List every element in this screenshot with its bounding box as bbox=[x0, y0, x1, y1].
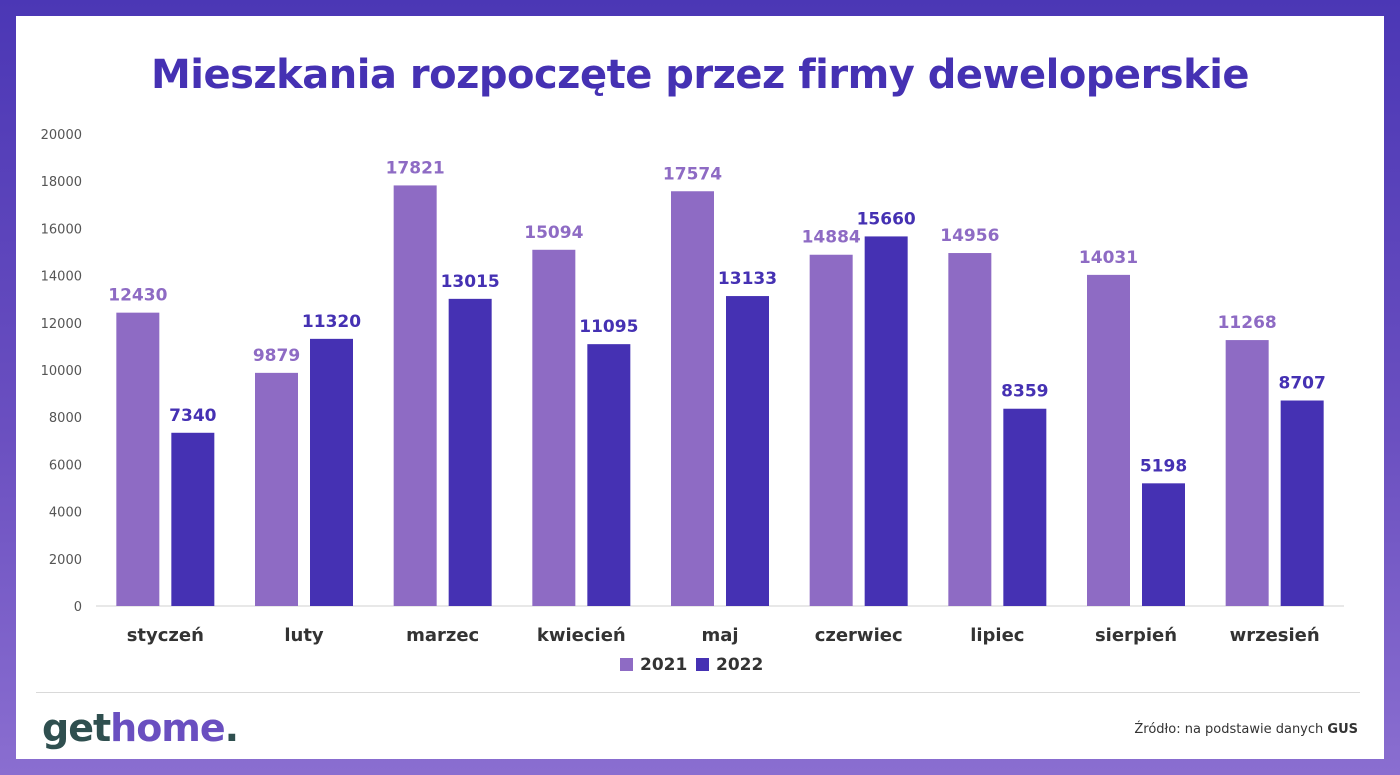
data-label-2021: 9879 bbox=[253, 346, 300, 366]
data-label-2022: 5198 bbox=[1140, 456, 1187, 476]
category-label: luty bbox=[284, 625, 324, 646]
bar-2021 bbox=[948, 253, 992, 607]
data-label-2022: 13133 bbox=[718, 269, 777, 289]
bar-chart: 0 2000 4000 6000 8000 10000 12000 14000 16000 180… bbox=[41, 128, 1344, 675]
data-label-2022: 8359 bbox=[1001, 382, 1048, 402]
y-tick-label: 16000 bbox=[41, 222, 82, 237]
bar-2022 bbox=[587, 344, 631, 606]
data-label-2021: 14956 bbox=[940, 226, 999, 246]
data-label-2021: 14884 bbox=[802, 228, 861, 248]
data-label-2022: 11320 bbox=[302, 312, 361, 332]
category-label: wrzesień bbox=[1230, 625, 1320, 646]
y-tick-label: 6000 bbox=[49, 458, 82, 473]
bar-2021 bbox=[116, 312, 160, 606]
legend-label-2022: 2022 bbox=[716, 655, 763, 675]
source-note: Źródło: na podstawie danych GUS bbox=[1134, 722, 1358, 737]
bar-2021 bbox=[532, 249, 576, 606]
legend-swatch-2021 bbox=[620, 658, 633, 671]
bar-2021 bbox=[1225, 340, 1269, 606]
footer-divider bbox=[36, 692, 1360, 693]
category-label: marzec bbox=[406, 625, 479, 646]
y-tick-label: 18000 bbox=[41, 175, 82, 190]
data-label-2021: 12430 bbox=[108, 286, 167, 306]
y-tick-label: 4000 bbox=[49, 506, 82, 521]
y-tick-label: 20000 bbox=[41, 128, 82, 143]
category-label: czerwiec bbox=[815, 625, 903, 646]
bar-2021 bbox=[393, 185, 437, 607]
legend-swatch-2022 bbox=[696, 658, 709, 671]
data-label-2021: 17574 bbox=[663, 164, 722, 184]
y-tick-label: 2000 bbox=[49, 553, 82, 568]
category-label: kwiecień bbox=[537, 625, 626, 646]
bar-2022 bbox=[726, 296, 769, 606]
bar-2022 bbox=[1280, 400, 1324, 606]
chart-card: Mieszkania rozpoczęte przez firmy dewelo… bbox=[16, 16, 1384, 759]
chart-title: Mieszkania rozpoczęte przez firmy dewelo… bbox=[150, 52, 1250, 98]
data-label-2021: 17821 bbox=[386, 158, 445, 178]
data-label-2022: 13015 bbox=[441, 272, 500, 292]
bar-2021 bbox=[255, 372, 298, 606]
y-tick-label: 10000 bbox=[41, 364, 82, 379]
data-label-2022: 11095 bbox=[579, 317, 638, 337]
gethome-logo: gethome. bbox=[42, 706, 239, 750]
source-name: GUS bbox=[1327, 722, 1358, 737]
bar-2022 bbox=[864, 236, 908, 606]
bar-2022 bbox=[448, 298, 492, 606]
bar-2021 bbox=[1087, 274, 1130, 606]
data-label-2022: 7340 bbox=[169, 406, 216, 426]
category-label: sierpień bbox=[1095, 625, 1177, 646]
bar-2022 bbox=[171, 432, 215, 606]
bar-2022 bbox=[310, 338, 353, 606]
category-label: styczeń bbox=[127, 625, 204, 646]
legend-label-2021: 2021 bbox=[640, 655, 687, 675]
category-label: lipiec bbox=[970, 625, 1024, 646]
y-tick-label: 12000 bbox=[41, 317, 82, 332]
y-tick-label: 14000 bbox=[41, 270, 82, 285]
source-prefix: Źródło: na podstawie danych bbox=[1134, 722, 1324, 737]
data-label-2021: 15094 bbox=[524, 223, 583, 243]
data-label-2022: 15660 bbox=[857, 209, 916, 229]
category-label: maj bbox=[701, 625, 738, 646]
bar-2022 bbox=[1003, 408, 1047, 606]
y-tick-label: 8000 bbox=[49, 411, 82, 426]
bar-2022 bbox=[1142, 483, 1185, 606]
bar-2021 bbox=[809, 254, 853, 606]
data-label-2021: 11268 bbox=[1218, 313, 1277, 333]
data-label-2022: 8707 bbox=[1279, 374, 1326, 394]
y-tick-label: 0 bbox=[74, 600, 82, 615]
bar-2021 bbox=[671, 191, 714, 606]
data-label-2021: 14031 bbox=[1079, 248, 1138, 268]
